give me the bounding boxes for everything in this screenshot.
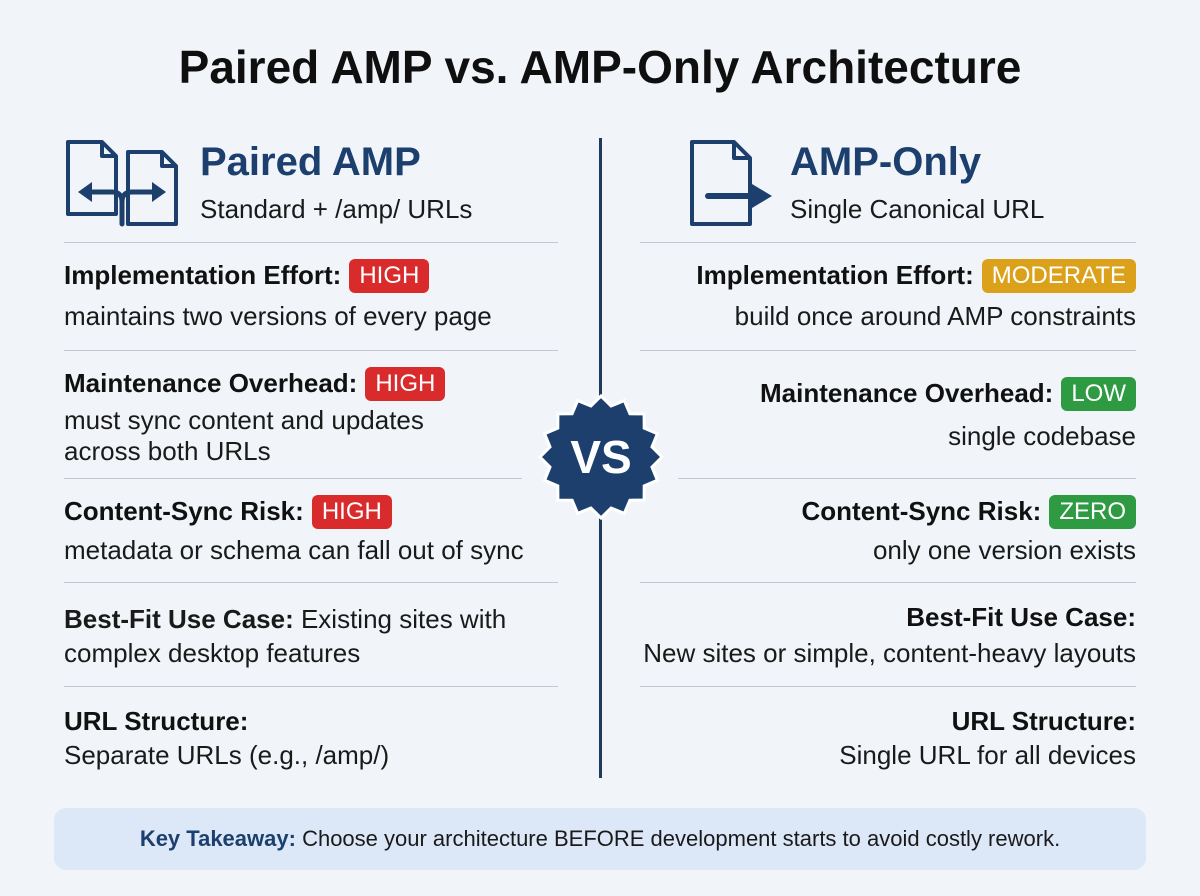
vs-label: VS bbox=[570, 431, 631, 483]
amp-only-subtitle: Single Canonical URL bbox=[790, 194, 1045, 224]
divider-line bbox=[640, 350, 1136, 351]
right-row-best-fit: Best-Fit Use Case: New sites or simple, … bbox=[640, 600, 1136, 669]
takeaway-label: Key Takeaway: bbox=[139, 826, 296, 851]
row-description: Existing sites with complex desktop feat… bbox=[64, 604, 507, 668]
row-label: Best-Fit Use Case: bbox=[64, 604, 294, 634]
status-badge: HIGH bbox=[365, 367, 446, 401]
paired-amp-header: Paired AMP Standard + /amp/ URLs bbox=[64, 130, 558, 230]
divider-line bbox=[64, 686, 558, 687]
row-description: build once around AMP constraints bbox=[734, 301, 1136, 331]
left-row-implementation: Implementation Effort: HIGH maintains two… bbox=[64, 258, 558, 332]
divider-line bbox=[640, 242, 1136, 243]
row-label: URL Structure: bbox=[64, 706, 249, 736]
row-label: URL Structure: bbox=[951, 706, 1136, 736]
divider-line bbox=[64, 478, 522, 479]
left-row-maintenance: Maintenance Overhead: HIGH must sync cont… bbox=[64, 366, 558, 467]
takeaway-text: Choose your architecture BEFORE developm… bbox=[302, 826, 1061, 851]
split-arrows-document-icon bbox=[66, 140, 178, 227]
left-row-best-fit: Best-Fit Use Case: Existing sites with c… bbox=[64, 602, 554, 670]
row-description: Single URL for all devices bbox=[839, 740, 1136, 770]
status-badge: ZERO bbox=[1049, 495, 1136, 529]
row-label: Content-Sync Risk: bbox=[64, 496, 304, 526]
row-label: Best-Fit Use Case: bbox=[906, 602, 1136, 632]
divider-line bbox=[64, 582, 558, 583]
left-row-url-structure: URL Structure: Separate URLs (e.g., /amp… bbox=[64, 704, 558, 771]
status-badge: LOW bbox=[1061, 377, 1136, 411]
right-row-implementation: Implementation Effort: MODERATE build onc… bbox=[640, 258, 1136, 332]
right-row-maintenance: Maintenance Overhead: LOW single codebase bbox=[640, 376, 1136, 452]
right-row-content-sync: Content-Sync Risk: ZERO only one version … bbox=[640, 494, 1136, 566]
page-title: Paired AMP vs. AMP-Only Architecture bbox=[178, 41, 1022, 93]
row-description: must sync content and updates across bot… bbox=[64, 405, 424, 466]
row-label: Implementation Effort: bbox=[64, 260, 342, 290]
row-label: Maintenance Overhead: bbox=[64, 368, 358, 398]
row-label: Implementation Effort: bbox=[696, 260, 974, 290]
vs-badge-shape bbox=[537, 393, 665, 521]
divider-line bbox=[64, 242, 558, 243]
row-description: metadata or schema can fall out of sync bbox=[64, 535, 524, 565]
vs-badge: VS bbox=[537, 393, 665, 521]
status-badge: MODERATE bbox=[981, 259, 1136, 293]
row-description: maintains two versions of every page bbox=[64, 301, 492, 331]
status-badge: HIGH bbox=[311, 495, 392, 529]
paired-amp-subtitle: Standard + /amp/ URLs bbox=[200, 194, 473, 224]
row-label: Maintenance Overhead: bbox=[760, 378, 1054, 408]
arrow-document-icon bbox=[690, 140, 772, 226]
right-row-url-structure: URL Structure: Single URL for all device… bbox=[640, 704, 1136, 771]
amp-only-title: AMP-Only bbox=[790, 140, 982, 184]
row-description: only one version exists bbox=[872, 535, 1136, 565]
paired-amp-title: Paired AMP bbox=[200, 140, 421, 184]
row-description: single codebase bbox=[948, 421, 1136, 451]
row-label: Content-Sync Risk: bbox=[801, 496, 1042, 526]
key-takeaway-banner: Key Takeaway: Choose your architecture B… bbox=[54, 808, 1146, 870]
left-row-content-sync: Content-Sync Risk: HIGH metadata or schem… bbox=[64, 494, 558, 566]
row-description: Separate URLs (e.g., /amp/) bbox=[64, 740, 390, 770]
divider-line bbox=[640, 686, 1136, 687]
status-badge: HIGH bbox=[349, 259, 430, 293]
divider-line bbox=[64, 350, 558, 351]
divider-line bbox=[678, 478, 1136, 479]
divider-line bbox=[640, 582, 1136, 583]
amp-only-header: AMP-Only Single Canonical URL bbox=[640, 130, 1136, 230]
row-description: New sites or simple, content-heavy layou… bbox=[643, 638, 1136, 668]
